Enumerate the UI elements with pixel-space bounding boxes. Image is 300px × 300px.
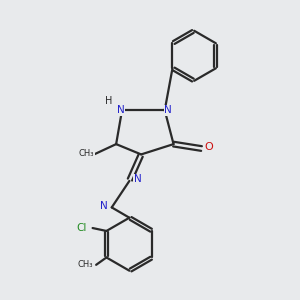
Text: N: N [134, 174, 142, 184]
Text: CH₃: CH₃ [79, 149, 94, 158]
Text: H: H [105, 96, 112, 106]
Text: O: O [205, 142, 213, 152]
Text: N: N [164, 105, 172, 115]
Text: CH₃: CH₃ [77, 260, 93, 269]
Text: Cl: Cl [77, 223, 87, 233]
Text: N: N [100, 201, 107, 211]
Text: N: N [117, 105, 124, 115]
